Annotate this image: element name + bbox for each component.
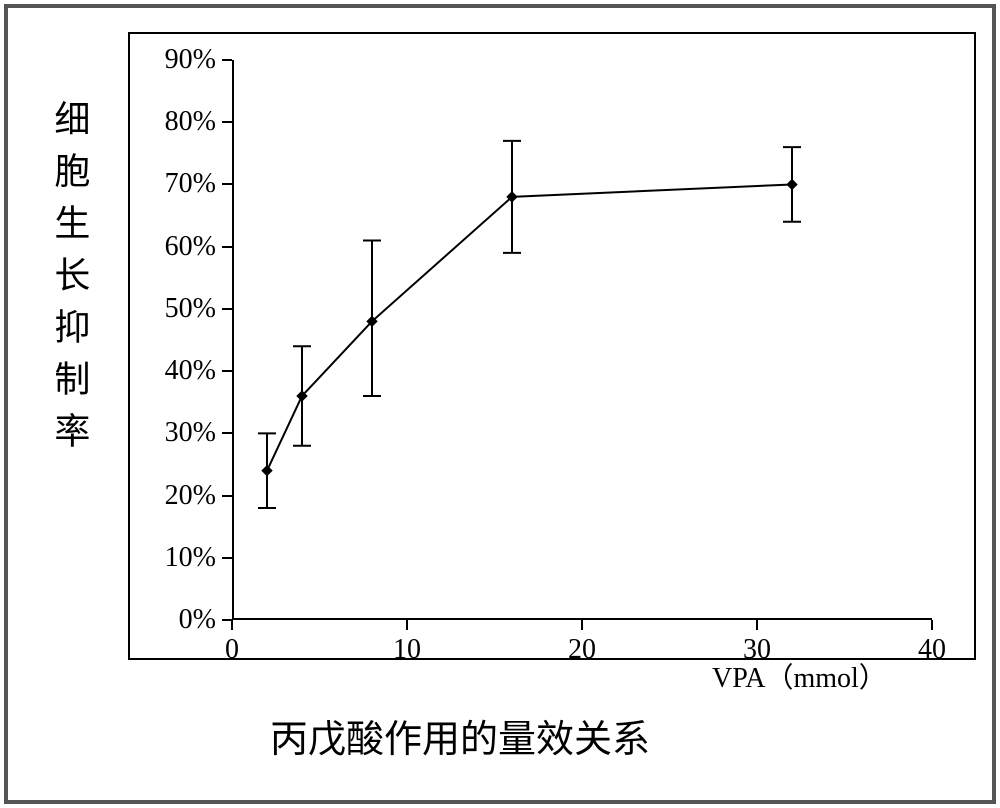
- y-tick-mark: [222, 246, 232, 248]
- y-tick-label: 50%: [146, 293, 216, 325]
- y-tick-mark: [222, 59, 232, 61]
- x-tick-label: 0: [225, 634, 239, 666]
- x-tick-label: 10: [393, 634, 421, 666]
- y-tick-label: 0%: [146, 604, 216, 636]
- x-tick-mark: [231, 620, 233, 630]
- x-tick-mark: [756, 620, 758, 630]
- y-tick-label: 40%: [146, 355, 216, 387]
- y-tick-mark: [222, 308, 232, 310]
- plot-area: 010203040 0%10%20%30%40%50%60%70%80%90%: [232, 60, 932, 620]
- y-tick-label: 70%: [146, 168, 216, 200]
- x-tick-mark: [581, 620, 583, 630]
- y-tick-label: 20%: [146, 480, 216, 512]
- y-tick-label: 30%: [146, 417, 216, 449]
- data-marker: [262, 466, 272, 476]
- y-tick-mark: [222, 370, 232, 372]
- y-tick-label: 90%: [146, 44, 216, 76]
- x-tick-label: 20: [568, 634, 596, 666]
- data-marker: [787, 179, 797, 189]
- x-axis-unit-label: VPA（mmol）: [712, 656, 887, 696]
- y-tick-mark: [222, 557, 232, 559]
- y-tick-mark: [222, 432, 232, 434]
- y-tick-label: 10%: [146, 542, 216, 574]
- chart-caption: 丙戊酸作用的量效关系: [270, 708, 650, 763]
- x-tick-mark: [406, 620, 408, 630]
- y-tick-mark: [222, 183, 232, 185]
- series-line: [267, 184, 792, 470]
- y-tick-mark: [222, 121, 232, 123]
- x-tick-mark: [931, 620, 933, 630]
- data-series: [232, 60, 932, 620]
- y-tick-mark: [222, 619, 232, 621]
- x-tick-label: 40: [918, 634, 946, 666]
- y-tick-label: 80%: [146, 106, 216, 138]
- y-tick-mark: [222, 495, 232, 497]
- y-axis-title: 细胞生长抑制率: [48, 100, 89, 464]
- y-tick-label: 60%: [146, 231, 216, 263]
